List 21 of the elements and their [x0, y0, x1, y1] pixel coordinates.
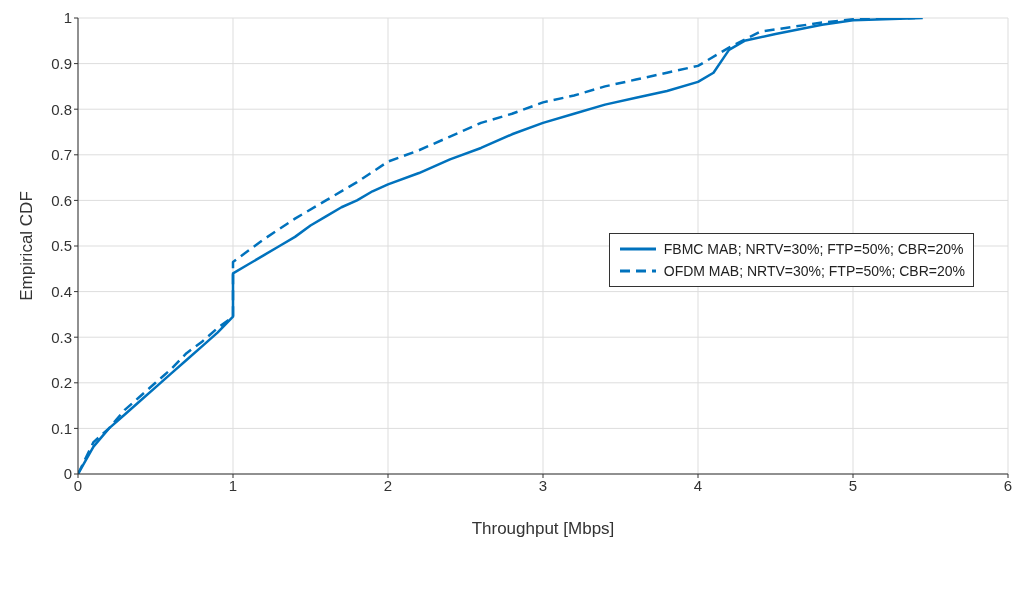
y-tick-label: 0.2 — [51, 374, 72, 392]
x-tick-label: 3 — [538, 476, 548, 494]
x-tick-label: 5 — [848, 476, 858, 494]
x-tick-label: 4 — [693, 476, 703, 494]
legend-label: FBMC MAB; NRTV=30%; FTP=50%; CBR=20% — [663, 241, 964, 257]
y-tick-label: 0 — [63, 465, 72, 483]
y-tick-label: 0.5 — [51, 237, 72, 255]
x-axis-title: Throughput [Mbps] — [471, 519, 615, 539]
y-tick-label: 0.3 — [51, 328, 72, 346]
x-tick-label: 1 — [228, 476, 238, 494]
y-tick-label: 1 — [63, 9, 72, 27]
y-tick-label: 0.9 — [51, 54, 72, 72]
legend-label: OFDM MAB; NRTV=30%; FTP=50%; CBR=20% — [663, 263, 965, 279]
y-axis-title: Empirical CDF — [17, 191, 37, 301]
y-tick-label: 0.7 — [51, 146, 72, 164]
y-tick-label: 0.4 — [51, 282, 72, 300]
y-tick-label: 0.6 — [51, 191, 72, 209]
x-tick-label: 6 — [1003, 476, 1013, 494]
x-tick-label: 2 — [383, 476, 393, 494]
y-tick-label: 0.1 — [51, 419, 72, 437]
y-tick-label: 0.8 — [51, 100, 72, 118]
